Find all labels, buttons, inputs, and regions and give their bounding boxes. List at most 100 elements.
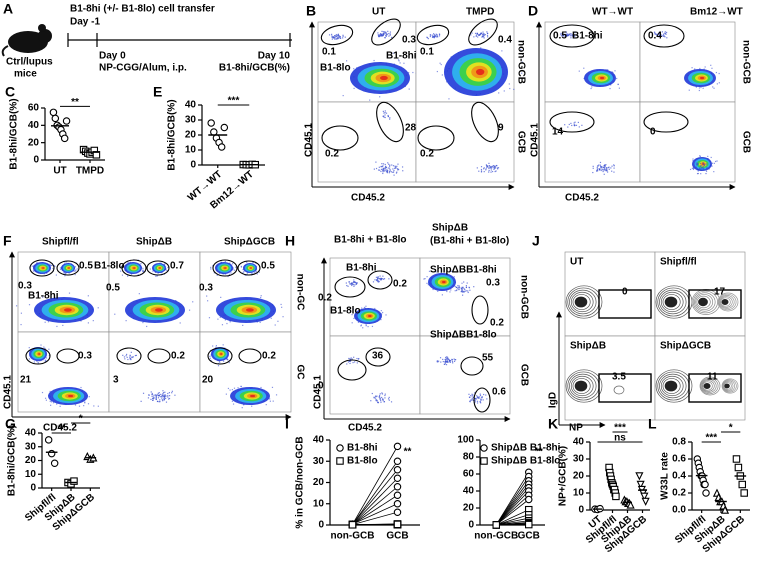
event-dot — [658, 33, 660, 35]
event-dot — [382, 163, 385, 165]
event-dot — [37, 295, 39, 297]
event-dot — [458, 286, 461, 289]
event-dot — [696, 164, 698, 166]
event-dot — [598, 168, 600, 170]
event-dot — [356, 362, 358, 364]
contour — [565, 285, 603, 319]
event-dot — [607, 166, 609, 169]
event-dot — [382, 171, 384, 173]
plot-frame — [317, 101, 417, 183]
event-dot — [408, 71, 410, 74]
event-dot — [378, 280, 380, 282]
event-dot — [127, 261, 129, 263]
event-dot — [433, 33, 435, 35]
gate-label: 0 — [622, 287, 628, 298]
event-dot — [432, 35, 434, 38]
event-dot — [80, 386, 82, 389]
event-dot — [209, 357, 211, 359]
event-dot — [574, 31, 576, 34]
gate — [376, 101, 404, 143]
event-dot — [481, 396, 483, 398]
y-tick-label: 40 — [185, 100, 197, 111]
event-dot — [695, 168, 697, 170]
gate-label: B1-8hi — [572, 31, 603, 42]
plot-frame — [329, 335, 421, 415]
event-dot — [376, 279, 378, 282]
event-dot — [371, 325, 374, 328]
event-dot — [272, 400, 274, 402]
y-tick-label: 10 — [313, 498, 325, 509]
event-dot — [379, 393, 381, 395]
event-dot — [605, 168, 607, 171]
event-dot — [353, 317, 355, 320]
event-dot — [454, 290, 456, 292]
event-dot — [369, 99, 371, 101]
event-dot — [521, 61, 523, 63]
event-dot — [74, 404, 77, 406]
event-dot — [388, 163, 390, 165]
event-dot — [382, 165, 384, 167]
event-dot — [383, 32, 385, 34]
event-dot — [429, 35, 431, 38]
event-dot — [179, 322, 181, 324]
event-dot — [461, 290, 463, 292]
event-dot — [596, 165, 599, 167]
event-dot — [521, 72, 523, 74]
data-point — [524, 520, 533, 529]
event-dot — [488, 165, 491, 167]
event-dot — [386, 169, 388, 171]
event-dot — [374, 307, 376, 310]
gate-label: 0.1 — [322, 47, 336, 58]
event-dot — [378, 281, 380, 283]
contour-core — [574, 296, 588, 308]
event-dot — [488, 171, 490, 173]
event-dot — [701, 167, 703, 169]
event-dot — [457, 286, 460, 288]
event-dot — [610, 167, 612, 169]
event-dot — [482, 399, 484, 401]
event-dot — [656, 34, 658, 36]
event-dot — [617, 83, 619, 85]
x-tick-label: non-GCB — [474, 531, 518, 542]
event-dot — [169, 395, 171, 397]
event-dot — [446, 361, 448, 363]
event-dot — [463, 281, 465, 283]
event-dot — [63, 272, 65, 274]
contour — [718, 293, 737, 311]
event-dot — [692, 160, 694, 162]
event-dot — [567, 34, 570, 37]
event-dot — [87, 322, 89, 324]
density — [600, 76, 605, 80]
event-dot — [663, 34, 665, 36]
event-dot — [374, 397, 376, 399]
event-dot — [167, 395, 169, 397]
chart — [198, 104, 265, 169]
gate — [337, 359, 367, 381]
event-dot — [356, 357, 358, 360]
event-dot — [92, 320, 94, 322]
event-dot — [121, 274, 124, 276]
gate — [643, 111, 689, 133]
event-dot — [438, 360, 440, 362]
event-dot — [66, 261, 68, 263]
contour-plot — [564, 251, 656, 337]
gate-label: 21 — [20, 375, 32, 386]
event-dot — [334, 38, 336, 40]
plot-frame — [639, 21, 736, 103]
event-dot — [703, 168, 705, 170]
event-dot — [383, 33, 385, 36]
event-dot — [153, 397, 155, 399]
event-dot — [392, 165, 395, 167]
y-tick-label: 0.6 — [672, 454, 686, 465]
event-dot — [436, 70, 438, 73]
y-tick-label: 40 — [25, 428, 37, 439]
pair-line — [352, 486, 398, 525]
event-dot — [440, 272, 442, 274]
y-tick-label: 0.4 — [672, 471, 686, 482]
contour — [660, 291, 684, 313]
event-dot — [213, 272, 215, 274]
event-dot — [371, 392, 373, 395]
event-dot — [575, 124, 578, 126]
event-dot — [152, 270, 154, 272]
event-dot — [224, 260, 226, 263]
